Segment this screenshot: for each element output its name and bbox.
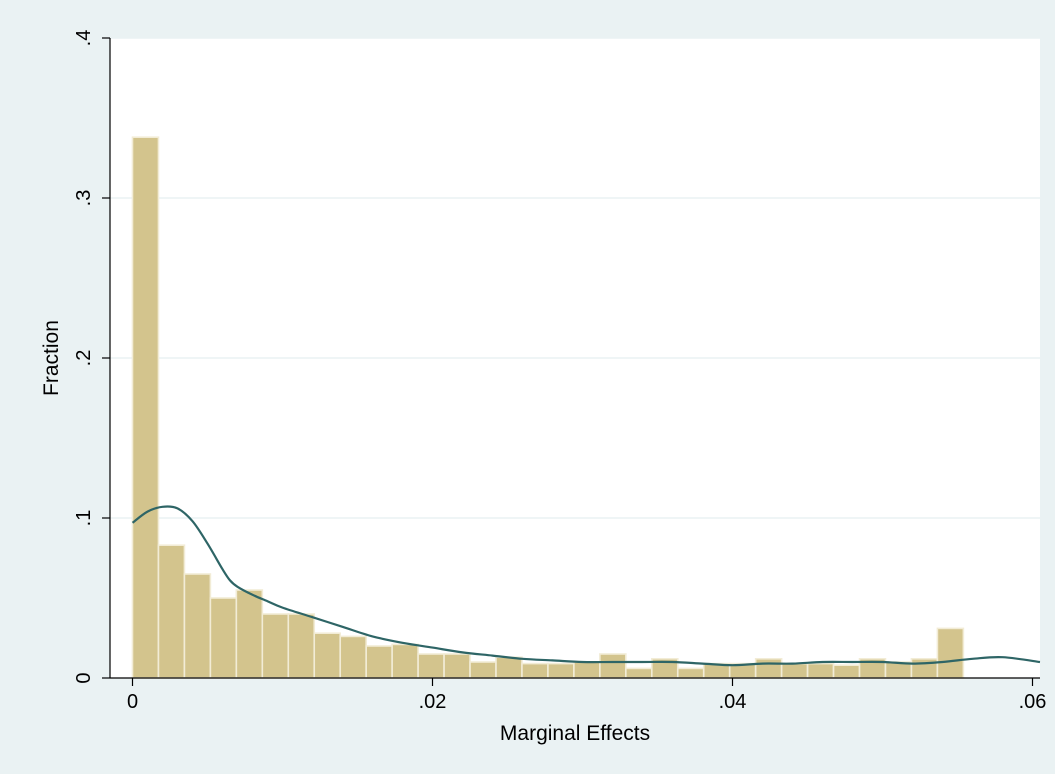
x-axis-title: Marginal Effects [500, 722, 650, 745]
histogram-bar [599, 653, 627, 679]
histogram-bar [313, 632, 342, 679]
histogram-bar [261, 613, 290, 679]
histogram-bar [625, 667, 653, 679]
x-axis-ticks: 0 .02 .04 .06 [127, 678, 1046, 713]
histogram-bar [339, 635, 367, 679]
histogram-bar [521, 662, 549, 679]
histogram-bar [806, 662, 835, 679]
histogram-bar [780, 662, 809, 679]
histogram-bar [157, 544, 186, 679]
histogram-bar [183, 573, 212, 679]
histogram-bar [676, 667, 705, 679]
x-tick-label: 0 [127, 691, 138, 713]
histogram-bar [209, 597, 238, 679]
histogram-bar [495, 656, 523, 679]
y-tick-label: .1 [73, 510, 95, 527]
y-axis-ticks: 0 .1 .2 .3 .4 [73, 30, 110, 684]
histogram-bar [936, 627, 965, 679]
histogram-bar [391, 643, 419, 679]
x-tick-label: .02 [419, 691, 447, 713]
histogram-bar [547, 662, 575, 679]
histogram-bar [469, 661, 497, 679]
histogram-bar [417, 653, 445, 679]
histogram-bar [131, 136, 160, 679]
histogram-bar [287, 613, 316, 679]
x-tick-label: .06 [1019, 691, 1047, 713]
x-tick-label: .04 [719, 691, 747, 713]
histogram-bar [443, 653, 471, 679]
y-tick-label: .2 [73, 350, 95, 367]
histogram-bar [832, 664, 861, 679]
density-curve [131, 505, 1041, 667]
histogram-bar [365, 645, 393, 679]
histogram-bar [573, 661, 601, 679]
gridlines [110, 37, 1040, 519]
y-tick-label: 0 [73, 672, 95, 683]
y-tick-label: .3 [73, 190, 95, 207]
y-axis-title: Fraction [40, 320, 63, 396]
y-tick-label: .4 [73, 30, 95, 47]
histogram-bar [235, 589, 264, 679]
histogram-bar [754, 657, 783, 679]
